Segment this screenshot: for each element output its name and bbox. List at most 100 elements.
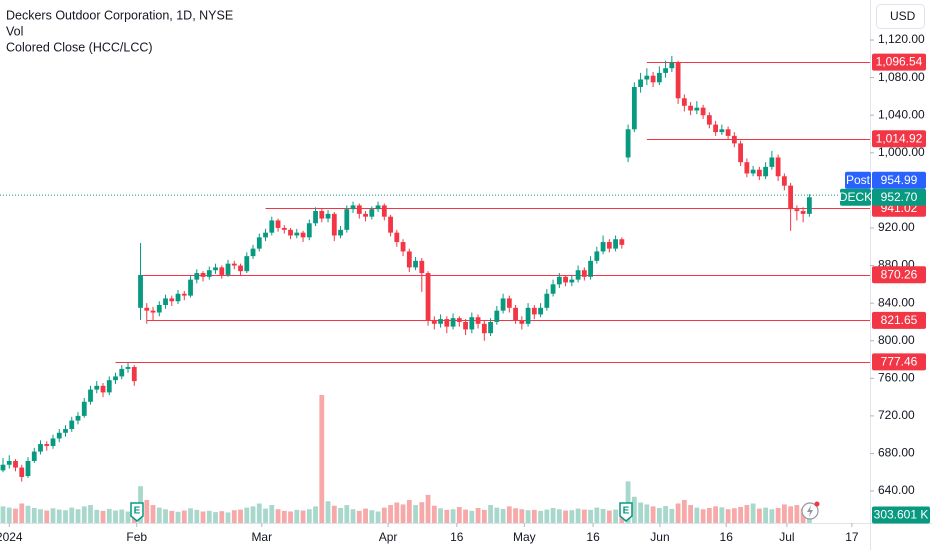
volume-bar	[319, 395, 325, 523]
volume-bar	[306, 509, 312, 523]
candle-body	[556, 276, 562, 285]
candle-body	[450, 318, 456, 327]
volume-bar	[788, 506, 794, 523]
volume-bar	[388, 505, 393, 523]
volume-bar	[338, 507, 343, 523]
volume-bar	[188, 508, 193, 523]
volume-bar	[394, 502, 400, 523]
candle-body	[431, 320, 437, 324]
candle-body	[125, 367, 131, 369]
volume-bar	[0, 506, 6, 523]
level-label: 870.26	[881, 267, 918, 281]
level-label-box	[872, 311, 926, 329]
candle-body	[563, 276, 568, 283]
candle-body	[88, 389, 93, 402]
candle-body	[325, 213, 331, 219]
level-label-box	[872, 130, 926, 148]
y-tick-label: 680.00	[878, 446, 915, 460]
candle-body	[169, 298, 175, 302]
candle-body	[331, 213, 337, 236]
candle-body	[444, 319, 450, 327]
volume-bar	[775, 507, 781, 523]
svg-text:E: E	[623, 506, 630, 517]
volume-bar	[63, 510, 68, 523]
post-price: 954.99	[881, 173, 918, 187]
currency-label: USD	[890, 9, 916, 23]
candle-body	[800, 211, 806, 214]
volume-bar	[738, 507, 744, 523]
post-name-box	[845, 171, 871, 189]
candle-body	[388, 216, 393, 233]
volume-bar	[706, 507, 712, 523]
candle-body	[250, 248, 256, 257]
volume-bar	[125, 511, 131, 523]
volume-bar	[381, 507, 387, 523]
candle-body	[631, 87, 637, 130]
volume-bar	[313, 506, 318, 523]
volume-bar	[625, 481, 631, 523]
candle-body	[569, 279, 575, 283]
earnings-icon[interactable]: E	[619, 502, 633, 522]
volume-bar	[288, 511, 293, 523]
candle-body	[300, 232, 306, 238]
candle-body	[94, 385, 100, 390]
candle-body	[456, 318, 462, 322]
volume-bar	[344, 505, 350, 523]
volume-bar	[331, 505, 337, 523]
candle-body	[781, 176, 787, 186]
last-name: DECK	[839, 190, 872, 204]
indicator-label[interactable]: Vol	[6, 24, 23, 38]
candle-body	[713, 124, 719, 133]
volume-bar	[506, 506, 512, 523]
volume-bar	[456, 507, 462, 523]
candle-body	[181, 293, 187, 296]
volume-bar	[6, 507, 12, 523]
volume-bar	[513, 508, 518, 523]
volume-bar	[400, 504, 406, 523]
candle-body	[356, 205, 362, 214]
candle-body	[394, 232, 400, 243]
volume-bar	[275, 509, 281, 523]
candle-body	[363, 213, 368, 217]
candle-body	[188, 279, 193, 296]
volume-bar	[200, 511, 206, 523]
volume-bar	[563, 510, 568, 523]
candle-body	[231, 263, 237, 266]
earnings-icon[interactable]: E	[130, 502, 144, 522]
volume-bar	[269, 505, 275, 523]
volume-bar	[250, 506, 256, 523]
volume-bar	[650, 506, 656, 523]
post-price-box	[872, 171, 926, 189]
candle-body	[619, 239, 625, 245]
volume-bar	[181, 510, 187, 523]
candle-body	[769, 157, 775, 167]
candle-body	[38, 444, 43, 452]
volume-bar	[694, 507, 700, 523]
candle-body	[150, 310, 156, 313]
candle-body	[794, 209, 800, 212]
volume-bar	[175, 511, 181, 523]
candle-body	[131, 367, 137, 382]
volume-bar	[363, 508, 368, 523]
volume-bar	[669, 508, 675, 523]
volume-bar	[475, 507, 481, 523]
y-tick-label: 1,080.00	[878, 70, 925, 84]
volume-bar	[725, 509, 731, 523]
volume-bar	[594, 507, 600, 523]
candle-body	[525, 307, 531, 324]
volume-bar	[519, 509, 525, 523]
candle-body	[69, 420, 75, 430]
volume-bar	[94, 509, 100, 523]
candle-body	[600, 242, 606, 252]
candle-body	[413, 260, 418, 268]
volume-bar	[450, 509, 456, 523]
candle-body	[375, 205, 381, 210]
candle-body	[194, 273, 200, 280]
candle-body	[675, 62, 681, 99]
news-icon[interactable]	[801, 501, 820, 520]
volume-bar	[294, 509, 300, 523]
currency-button[interactable]	[876, 4, 925, 29]
volume-bar	[631, 496, 637, 523]
volume-bar	[413, 505, 418, 523]
indicator-label[interactable]: Colored Close (HCC/LCC)	[6, 40, 153, 54]
